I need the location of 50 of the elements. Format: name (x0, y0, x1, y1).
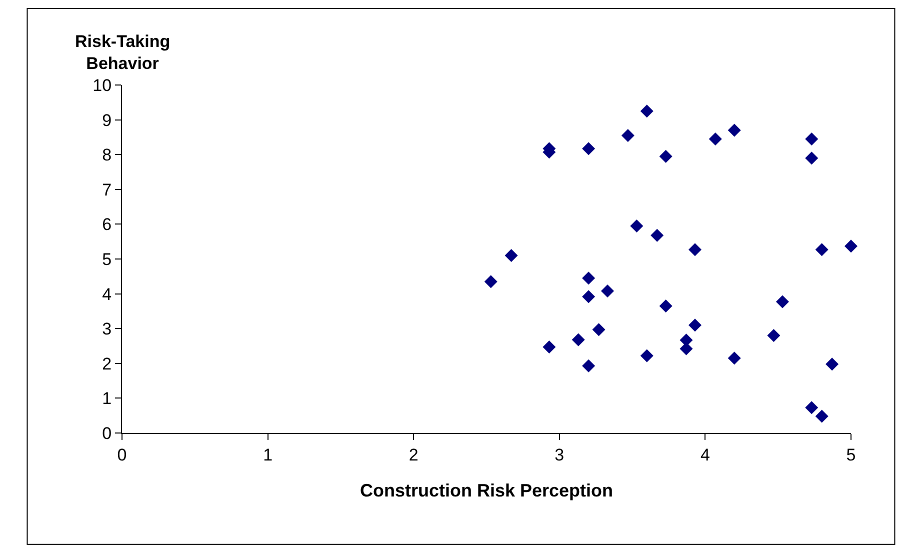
point (767, 329, 780, 342)
x-tick-label: 4 (700, 445, 710, 464)
point (582, 142, 596, 156)
point (659, 150, 672, 163)
point (640, 104, 654, 118)
point (542, 340, 556, 354)
point (582, 272, 596, 285)
y-tick-label: 6 (102, 215, 112, 234)
point (640, 349, 654, 362)
y-tick-label: 7 (102, 180, 112, 200)
point (572, 333, 585, 346)
x-tick-label: 0 (117, 445, 127, 464)
point (815, 410, 828, 423)
y-tick-label: 9 (102, 110, 112, 130)
x-tick-label: 1 (263, 445, 273, 464)
point (630, 219, 644, 232)
point (728, 352, 741, 365)
point (688, 318, 702, 332)
point (815, 243, 828, 256)
y-tick-label: 8 (102, 146, 112, 165)
y-tick-label: 4 (102, 284, 112, 304)
point (805, 152, 818, 165)
point (582, 359, 596, 372)
point (805, 132, 818, 146)
point (484, 275, 498, 288)
point (659, 299, 672, 312)
point (582, 290, 596, 304)
y-tick-label: 0 (102, 424, 112, 443)
y-tick-label: 10 (92, 76, 112, 95)
y-tick-label: 5 (102, 250, 112, 269)
point (592, 323, 606, 336)
point (708, 132, 722, 146)
point (621, 128, 634, 142)
point (776, 295, 789, 308)
x-tick-label: 5 (846, 445, 856, 464)
x-tick-label: 2 (408, 445, 418, 464)
y-tick-label: 3 (102, 320, 112, 339)
point (844, 240, 858, 253)
point (805, 401, 818, 414)
y-tick-label: 2 (102, 354, 112, 374)
point (688, 243, 702, 256)
x-axis-title: Construction Risk Perception (360, 480, 614, 500)
point (504, 249, 518, 262)
point (601, 284, 614, 298)
y-axis-title: Risk-Taking Behavior (75, 32, 170, 74)
point (728, 124, 741, 137)
point (826, 358, 839, 371)
x-tick-label: 3 (554, 445, 564, 464)
y-tick-label: 1 (102, 389, 112, 408)
point (650, 228, 664, 242)
